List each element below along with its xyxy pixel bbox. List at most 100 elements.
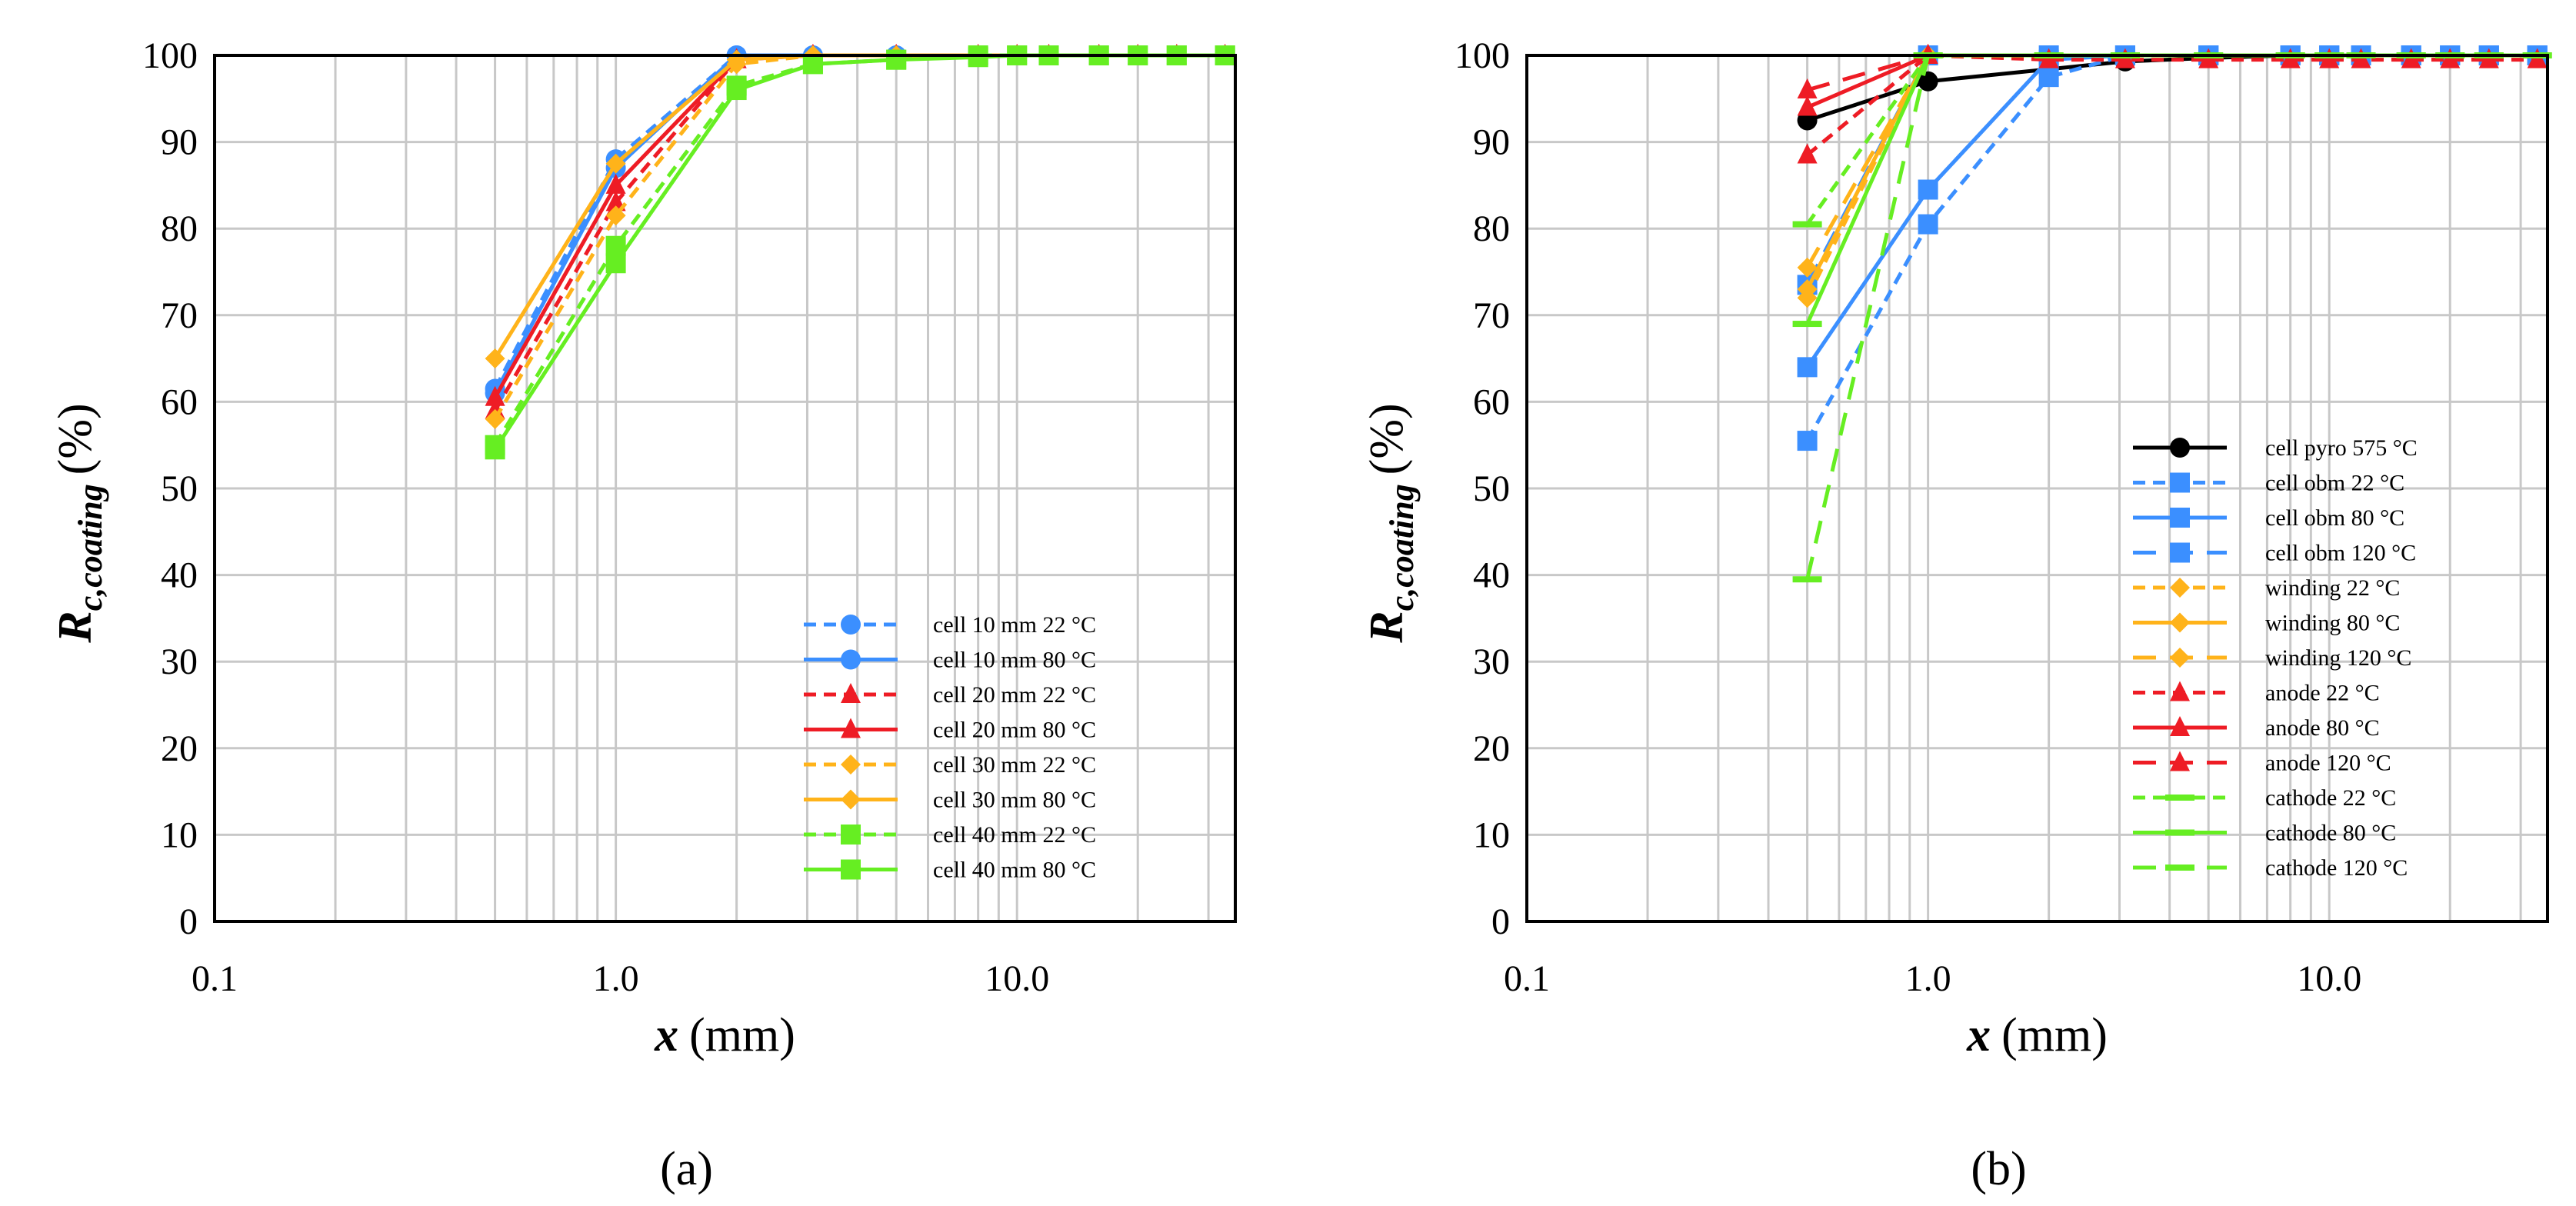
data-point	[1918, 71, 1938, 92]
y-tick-label: 90	[161, 122, 198, 163]
legend-marker	[2170, 578, 2190, 598]
series-line	[493, 53, 1225, 390]
data-point	[485, 408, 505, 429]
data-point	[1792, 321, 1822, 328]
legend-marker	[841, 683, 861, 703]
y-tick-label: 40	[161, 555, 198, 596]
y-tick-label: 50	[1473, 468, 1510, 509]
series-line	[1805, 53, 2538, 325]
y-axis-title-main-b: R	[1361, 611, 1413, 643]
data-point	[485, 385, 505, 406]
series-line	[493, 53, 1225, 411]
legend-marker	[2170, 472, 2190, 493]
y-tick-label: 100	[142, 35, 198, 76]
plot-frame-b	[1525, 54, 2549, 923]
ticks-b: 0 10 20 30 40 50 60 70 80 90 100 0.1 1.0 10.0	[1455, 35, 2361, 999]
legend-marker	[2170, 508, 2190, 528]
legend-entry: cell 10 mm 80 °C	[804, 648, 1096, 673]
data-point	[1797, 257, 1818, 278]
series-line	[1806, 53, 2538, 157]
legend-label: cathode 120 °C	[2265, 855, 2408, 881]
data-point	[726, 80, 747, 101]
data-point	[1792, 221, 1822, 228]
legend-entry: cell 10 mm 22 °C	[804, 612, 1096, 638]
legend-label: anode 22 °C	[2265, 681, 2380, 706]
y-axis-title-main-a: R	[49, 611, 102, 643]
legend-marker	[2165, 829, 2194, 836]
legend-entry: anode 120 °C	[2133, 751, 2391, 776]
data-point	[605, 253, 626, 274]
y-tick-label: 60	[161, 381, 198, 422]
legend-label: cell 30 mm 22 °C	[933, 752, 1096, 778]
data-point	[2038, 67, 2059, 88]
plot-frame-a	[213, 54, 1237, 923]
data-point	[605, 153, 626, 174]
x-tick-label: 1.0	[593, 958, 639, 999]
legend-entry: cathode 80 °C	[2133, 821, 2396, 846]
x-axis-title-b: x (mm)	[1966, 1009, 2108, 1061]
legend-label: cell obm 80 °C	[2265, 505, 2404, 531]
y-tick-label: 40	[1473, 555, 1510, 596]
legend-marker	[2170, 681, 2190, 701]
x-tick-label: 0.1	[192, 958, 238, 999]
legend-label: winding 120 °C	[2265, 645, 2411, 671]
legend-b: cell pyro 575 °C cell obm 22 °C cell obm 8…	[2133, 435, 2418, 881]
y-tick-label: 10	[161, 815, 198, 855]
y-tick-label: 10	[1473, 815, 1510, 855]
data-point	[886, 49, 907, 70]
panel-label-a: (a)	[660, 1143, 713, 1195]
data-point	[485, 348, 505, 369]
legend-entry: anode 22 °C	[2133, 681, 2380, 706]
x-axis-title-unit-a: (mm)	[689, 1009, 795, 1061]
data-point	[802, 54, 823, 75]
legend-label: anode 120 °C	[2265, 751, 2391, 776]
y-tick-label: 70	[1473, 295, 1510, 336]
legend-entry: cell 40 mm 22 °C	[804, 822, 1096, 848]
legend-label: cell 10 mm 22 °C	[933, 612, 1096, 638]
legend-entry: cell obm 120 °C	[2133, 541, 2416, 566]
chart-panel-a: 0 10 20 30 40 50 60 70 80 90 100 0.1 1.0 10.0 cell 10…	[49, 35, 1237, 1195]
x-axis-title-var-a: x	[654, 1009, 678, 1061]
series-line	[1806, 53, 1929, 109]
grid-b	[1527, 55, 2548, 921]
series-line	[493, 53, 1225, 399]
legend-entry: cell pyro 575 °C	[2133, 435, 2418, 461]
legend-label: cell pyro 575 °C	[2265, 435, 2418, 461]
series-line	[1805, 55, 1931, 580]
data-point	[1792, 576, 1822, 583]
series-line	[493, 53, 1225, 451]
legend-label: cathode 80 °C	[2265, 821, 2396, 846]
legend-label: cell 30 mm 80 °C	[933, 788, 1096, 813]
legend-entry: cathode 22 °C	[2133, 785, 2396, 811]
legend-entry: cell obm 22 °C	[2133, 471, 2404, 496]
legend-marker	[841, 859, 861, 880]
legend-marker	[2170, 612, 2190, 633]
panel-label-b: (b)	[1971, 1143, 2026, 1195]
legend-entry: cell 30 mm 22 °C	[804, 752, 1096, 778]
y-tick-label: 20	[1473, 728, 1510, 769]
ticks-a: 0 10 20 30 40 50 60 70 80 90 100 0.1 1.0 10.0	[142, 35, 1049, 999]
data-point	[1797, 143, 1818, 164]
x-tick-label: 1.0	[1905, 958, 1951, 999]
legend-label: cell 40 mm 80 °C	[933, 858, 1096, 883]
legend-marker	[2170, 542, 2190, 563]
y-tick-label: 0	[1491, 901, 1510, 942]
y-axis-title-a: Rc,coating (%)	[49, 403, 109, 643]
legend-entry: cell obm 80 °C	[2133, 505, 2404, 531]
legend-entry: cell 30 mm 80 °C	[804, 788, 1096, 813]
legend-marker	[2165, 795, 2194, 801]
data-point	[605, 191, 626, 212]
series-line	[493, 53, 1225, 446]
legend-entry: winding 120 °C	[2133, 645, 2411, 671]
legend-label: cathode 22 °C	[2265, 785, 2396, 811]
series-line	[1805, 53, 2538, 286]
series-line	[493, 53, 1225, 421]
grid-a	[215, 55, 1235, 921]
series-line	[1805, 53, 2538, 442]
x-tick-label: 10.0	[985, 958, 1049, 999]
y-tick-label: 60	[1473, 381, 1510, 422]
data-point	[1797, 78, 1818, 99]
series-line	[1805, 54, 1930, 269]
data-point	[968, 47, 988, 68]
